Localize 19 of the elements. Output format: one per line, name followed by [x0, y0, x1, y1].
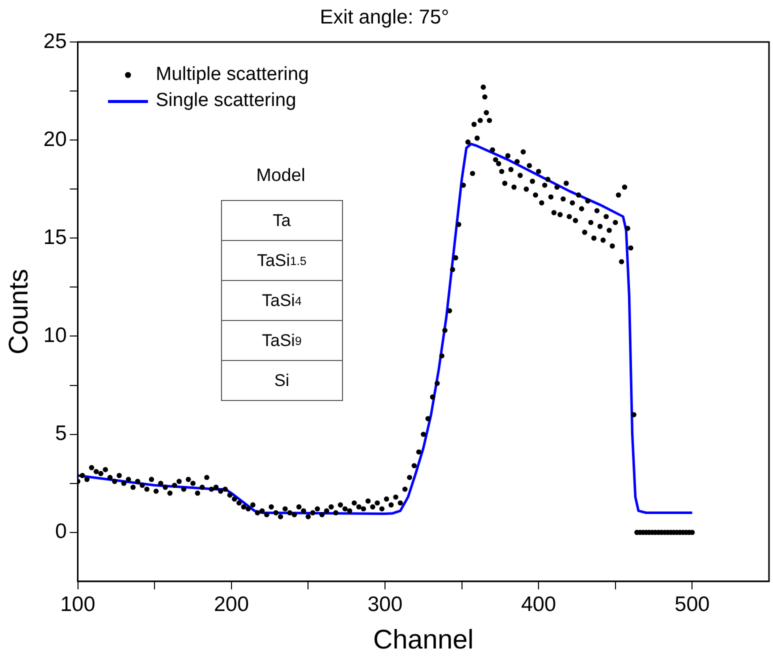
y-tick-label: 20 [43, 128, 67, 151]
annotation: Si [222, 360, 342, 400]
chart-title: Exit angle: 75° [320, 6, 450, 29]
y-axis-title: Counts [4, 268, 34, 354]
y-tick-label: 15 [43, 226, 67, 249]
y-tick-label: 10 [43, 324, 67, 348]
y-tick-label: 0 [55, 520, 67, 544]
x-tick-label: 400 [521, 592, 556, 616]
y-tick-label: 25 [43, 30, 67, 53]
x-tick-label: 200 [214, 592, 249, 616]
x-tick-label: 100 [60, 592, 96, 616]
annotation: Model [255, 165, 306, 186]
annotation: Ta [272, 210, 292, 232]
legend-label: Multiple scattering [156, 64, 309, 86]
y-tick-label: 5 [55, 422, 67, 446]
x-axis-title: Channel [373, 624, 474, 654]
legend-label: Single scattering [156, 90, 296, 112]
x-tick-label: 300 [367, 592, 402, 616]
x-tick-label: 500 [674, 592, 710, 616]
